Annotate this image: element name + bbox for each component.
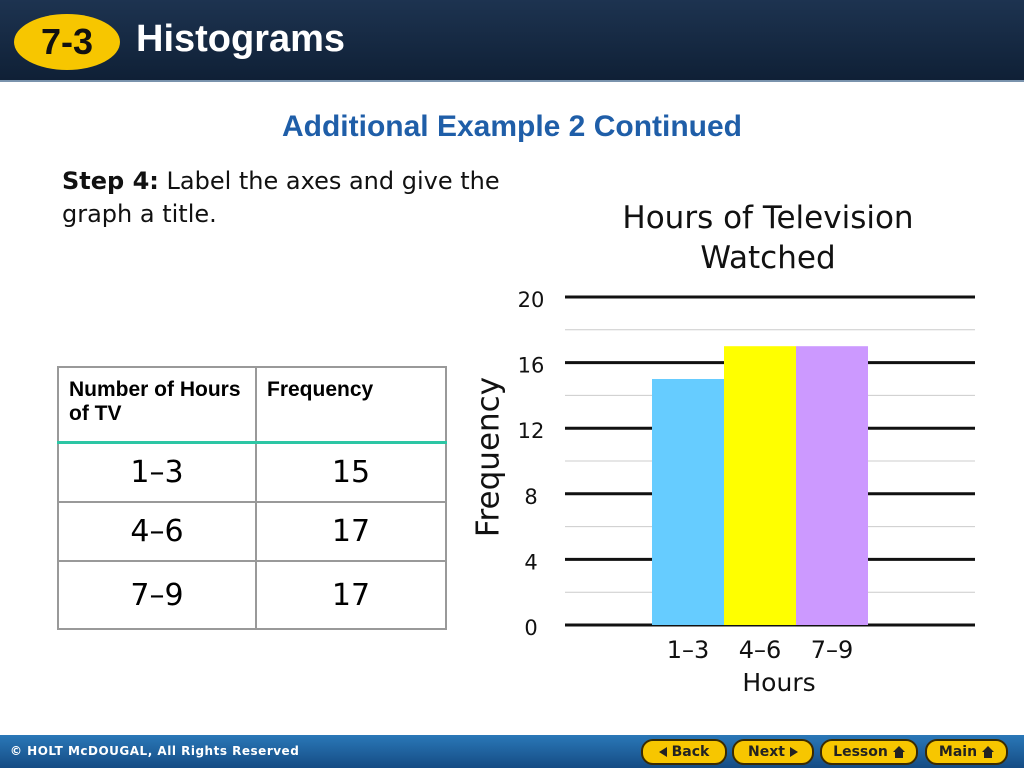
next-button[interactable]: Next — [732, 739, 814, 765]
bar — [652, 379, 724, 625]
button-label[interactable]: Lesson — [833, 744, 888, 760]
table-header: Number of Hours of TV Frequency — [57, 366, 447, 444]
table-cell: 4–6 — [57, 501, 257, 562]
y-tick-label: 4 — [524, 550, 537, 574]
header-title: Histograms — [136, 18, 346, 60]
arrow-icon — [789, 747, 798, 757]
chart: Frequency Hours 0 4 8 12 16 20 1–3 4–6 7–9 — [471, 288, 975, 697]
x-tick-label: 1–3 — [667, 636, 710, 664]
lesson-button[interactable]: Lesson — [820, 739, 918, 765]
step-label: Step 4: — [62, 167, 159, 195]
table-cell: 15 — [255, 441, 447, 503]
button-label[interactable]: Next — [748, 744, 785, 760]
home-icon — [892, 746, 905, 758]
y-axis-label: Frequency — [471, 377, 507, 537]
main-button[interactable]: Main — [925, 739, 1008, 765]
copyright: © HOLT McDOUGAL, All Rights Reserved — [10, 744, 300, 758]
frequency-table: Number of Hours of TV Frequency 1–3 15 4–… — [57, 366, 447, 630]
header-cell: Number of Hours of TV — [57, 366, 257, 444]
home-icon — [982, 746, 995, 758]
table-cell: 17 — [255, 560, 447, 630]
step-text: Step 4: Label the axes and give the grap… — [62, 165, 542, 231]
button-label[interactable]: Back — [671, 744, 710, 760]
lesson-badge: 7-3 — [14, 14, 120, 70]
step-body: Label the axes and give the graph a titl… — [62, 167, 500, 228]
chart-title: Hours of Television Watched — [622, 200, 914, 276]
y-tick-label: 20 — [518, 288, 545, 312]
subtitle: Additional Example 2 Continued — [281, 110, 743, 143]
table-cell: 1–3 — [57, 441, 257, 503]
arrow-icon — [658, 747, 667, 757]
bar — [796, 346, 868, 625]
x-tick-label: 4–6 — [739, 636, 782, 664]
back-button[interactable]: Back — [641, 739, 727, 765]
header-bar: 7-3 Histograms — [0, 0, 1024, 82]
footer-bar: © HOLT McDOUGAL, All Rights Reserved Bac… — [0, 735, 1024, 768]
button-label[interactable]: Main — [938, 744, 978, 760]
x-tick-label: 7–9 — [811, 636, 854, 664]
x-axis-label: Hours — [742, 668, 815, 697]
bar — [724, 346, 796, 625]
y-tick-label: 0 — [524, 616, 537, 640]
table-cell: 7–9 — [57, 560, 257, 630]
table-cell: 17 — [255, 501, 447, 562]
header-cell: Frequency — [255, 366, 447, 444]
y-tick-label: 16 — [518, 354, 545, 378]
y-tick-label: 12 — [518, 419, 545, 443]
y-tick-label: 8 — [524, 485, 537, 509]
